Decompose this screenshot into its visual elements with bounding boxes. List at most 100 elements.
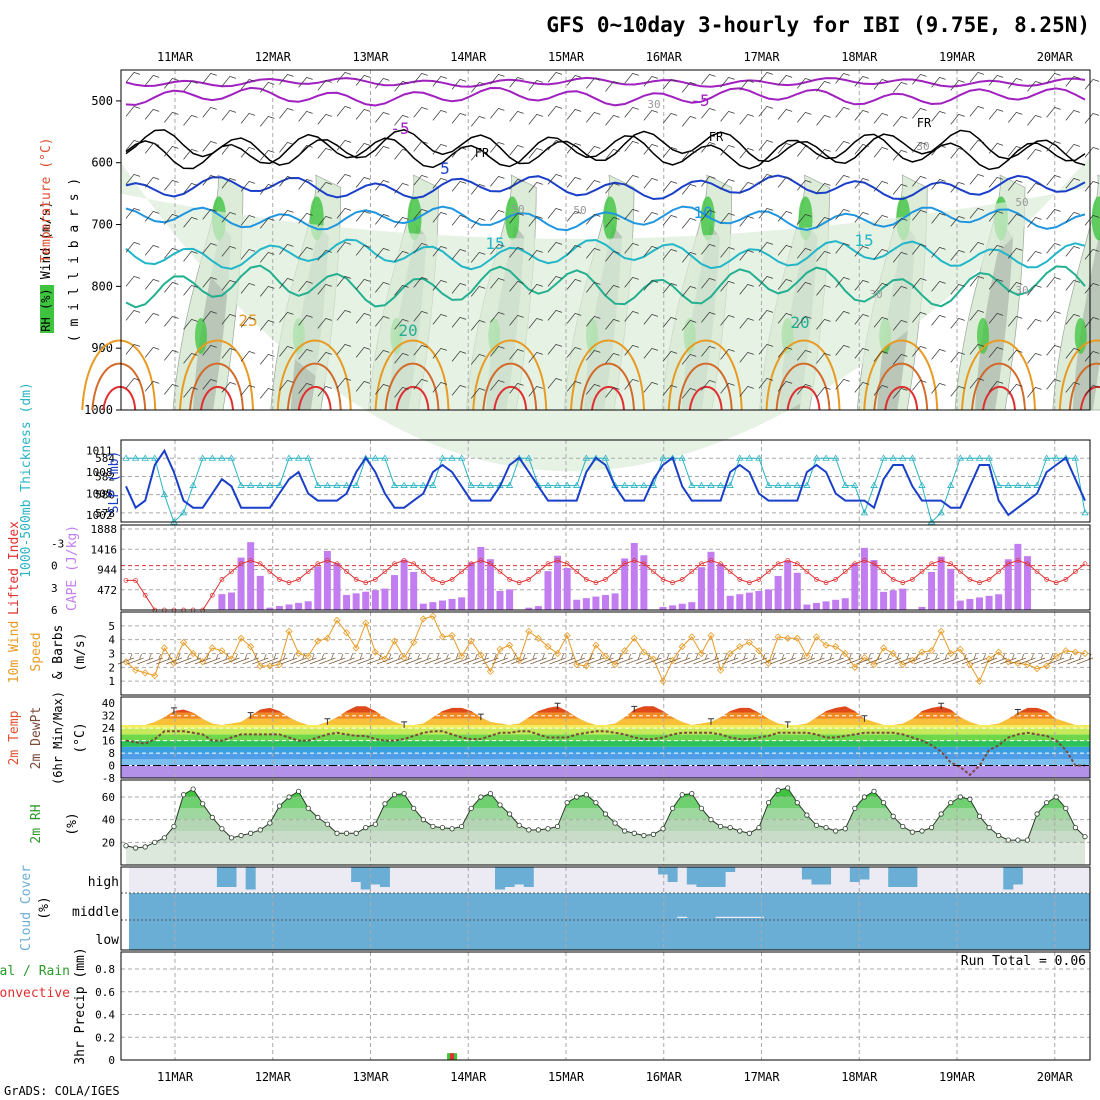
wind-barb: [528, 79, 543, 91]
thickness-point: [294, 454, 303, 461]
li-point: [449, 577, 455, 582]
middle-cloud-gap: [725, 916, 736, 918]
wind-barb: [835, 310, 850, 322]
wind-barb-10m: [789, 653, 806, 665]
wind-barb: [1008, 315, 1023, 327]
cape-bar: [669, 605, 677, 610]
li-point: [497, 569, 503, 574]
wind-barb: [164, 281, 179, 293]
wind-speed-point: [803, 652, 811, 660]
minmax-axis-label: (6hr Min/Max): [51, 691, 65, 785]
thickness-point: [985, 454, 993, 461]
wind-barb: [528, 249, 543, 261]
rh-point: [813, 822, 820, 828]
wind-barb: [777, 108, 793, 120]
wind-barb: [892, 81, 908, 93]
li-point: [478, 558, 484, 563]
thickness-series-line: [126, 457, 1086, 523]
wind-speed-point: [918, 648, 926, 656]
wind-barb: [432, 347, 447, 359]
wind-barb: [547, 173, 563, 185]
wind-barb: [528, 317, 543, 329]
wind-barb-10m: [539, 653, 557, 665]
wind-barb-10m: [808, 653, 825, 665]
freezing-level-label: FR: [709, 130, 724, 144]
isotherm-30-loop: [384, 362, 440, 411]
cape-bar: [227, 592, 235, 610]
wind-barb-10m: [1000, 653, 1017, 665]
rh-point: [180, 792, 187, 798]
wind-barb: [624, 378, 639, 390]
rh-point: [574, 794, 580, 800]
cape-bar: [784, 560, 792, 610]
wind-barb: [125, 241, 141, 253]
wind-barb: [854, 279, 869, 291]
cape-bar: [851, 563, 859, 610]
pressure-tick-label: 700: [91, 218, 113, 232]
wind-barb: [125, 343, 141, 355]
wind-barb: [950, 351, 965, 363]
wind-barb: [892, 115, 908, 127]
date-label-bottom: 16MAR: [646, 1070, 683, 1084]
wind-speed-point: [352, 644, 360, 652]
rh-point: [152, 839, 158, 845]
li-point: [890, 577, 896, 582]
thickness-point: [438, 454, 447, 461]
wind-barb-10m: [837, 653, 854, 665]
wind-barb: [912, 107, 927, 119]
temp-minmax-marker: [861, 715, 868, 722]
middle-cloud-gap: [744, 916, 755, 918]
wind-barb: [816, 318, 831, 330]
cape-bar: [832, 599, 840, 610]
wind-barb: [950, 79, 965, 91]
wind-barb: [662, 384, 678, 396]
li-point: [229, 569, 234, 574]
li-point: [689, 569, 695, 574]
wind-barb: [125, 105, 141, 117]
wind-barb: [144, 74, 160, 86]
rh-point: [765, 800, 772, 806]
wind-barb: [164, 349, 179, 361]
wind-barb-10m: [760, 653, 777, 665]
wind-barb: [797, 349, 812, 361]
date-label-top: 20MAR: [1037, 50, 1074, 64]
wind-speed-point: [640, 648, 648, 656]
wind-barb: [758, 275, 774, 287]
thickness-point: [563, 481, 571, 488]
thickness-point: [323, 481, 332, 488]
wind-barb-10m: [165, 653, 183, 665]
cape-bar: [956, 600, 964, 610]
date-label-bottom: 12MAR: [255, 1070, 292, 1084]
wind-barb: [1027, 114, 1042, 126]
wind-barb: [643, 75, 658, 87]
wind-barb-10m: [712, 653, 729, 665]
wind-speed-point: [764, 659, 773, 667]
wind-barb: [643, 313, 658, 325]
wind-barb: [375, 77, 390, 89]
wind-barb-10m: [664, 653, 681, 665]
cape-bar: [611, 593, 619, 610]
wind-barb: [988, 176, 1004, 188]
wind-barb: [240, 214, 256, 226]
rh-point: [190, 786, 196, 792]
wind-barb: [1027, 352, 1042, 364]
rh-point: [372, 821, 378, 827]
cape-bar: [429, 602, 437, 610]
wind-barb: [317, 113, 332, 125]
rh-contour-label: 50: [573, 204, 586, 217]
wind-barb: [144, 380, 160, 392]
freezing-level-label: FR: [917, 116, 932, 130]
wind-barb: [240, 350, 256, 362]
wind-barb: [355, 142, 371, 154]
cape-bar: [793, 572, 801, 610]
wind-barb: [432, 279, 447, 291]
cape-bar: [295, 602, 303, 610]
wind-barb: [892, 285, 908, 297]
wind-barb: [605, 284, 620, 296]
wind-barb: [681, 217, 697, 229]
cape-bar: [918, 606, 926, 610]
wind-barb: [1027, 318, 1042, 330]
cloud-unit-label: (%): [37, 896, 52, 919]
high-cloud-bar: [811, 867, 822, 885]
wind-barb: [777, 244, 793, 256]
